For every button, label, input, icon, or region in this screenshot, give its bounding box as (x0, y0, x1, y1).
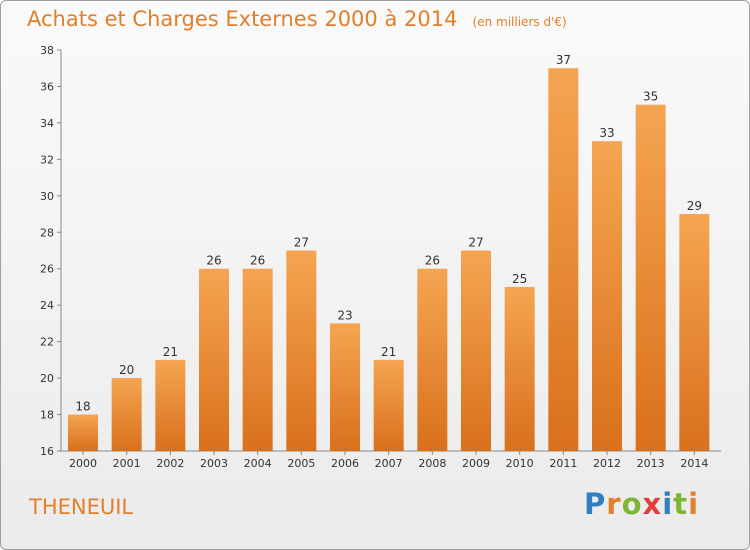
bar-2009 (461, 250, 491, 451)
y-tick-label: 16 (40, 445, 54, 458)
y-tick-label: 24 (40, 299, 54, 312)
y-tick-label: 38 (40, 44, 54, 57)
x-tick-label: 2007 (375, 457, 403, 470)
x-tick-label: 2000 (69, 457, 97, 470)
y-tick-label: 18 (40, 409, 54, 422)
bar-2008 (417, 268, 448, 451)
y-tick-label: 28 (40, 226, 54, 239)
bar-value-label: 26 (425, 254, 440, 268)
x-tick-label: 2009 (462, 457, 490, 470)
logo-letter: o (621, 487, 643, 521)
y-tick-label: 36 (40, 80, 54, 93)
x-tick-label: 2004 (244, 457, 272, 470)
y-tick-label: 34 (40, 117, 54, 130)
y-tick-label: 32 (40, 153, 54, 166)
y-tick-label: 30 (40, 190, 54, 203)
bar-value-label: 26 (250, 254, 265, 268)
x-tick-label: 2010 (506, 457, 534, 470)
x-tick-label: 2003 (200, 457, 228, 470)
y-tick-label: 22 (40, 336, 54, 349)
logo-letter: t (673, 487, 689, 521)
bar-2006 (330, 323, 360, 451)
bar-value-label: 21 (381, 345, 396, 359)
bar-2005 (286, 250, 317, 451)
bar-2003 (199, 268, 229, 451)
bar-2001 (111, 378, 142, 451)
logo-letter: P (584, 487, 607, 521)
axes: 16 18 20 22 24 26 28 30 32 34 36 38 2000 2001 2002 2003… (40, 44, 721, 470)
chart-unit: (en milliers d'€) (472, 15, 567, 29)
logo-letter: r (606, 487, 622, 521)
bar-value-label: 33 (599, 126, 614, 140)
bar-value-label: 21 (163, 345, 178, 359)
proxiti-logo[interactable]: Proxiti (584, 487, 699, 521)
x-tick-label: 2002 (156, 457, 184, 470)
chart-title: Achats et Charges Externes 2000 à 2014 (27, 7, 458, 31)
bar-value-label: 37 (556, 53, 571, 67)
x-tick-label: 2011 (549, 457, 577, 470)
y-tick-label: 20 (40, 372, 54, 385)
bar-2014 (679, 214, 710, 451)
logo-letter: i (662, 487, 674, 521)
bar-value-label: 18 (75, 400, 90, 414)
x-tick-label: 2013 (637, 457, 665, 470)
logo-letter: x (642, 487, 663, 521)
x-tick-label: 2005 (287, 457, 315, 470)
x-tick-label: 2006 (331, 457, 359, 470)
x-tick-label: 2008 (418, 457, 446, 470)
bar-2002 (155, 359, 186, 451)
bar-2000 (68, 414, 98, 451)
bar-value-label: 29 (687, 199, 702, 213)
bar-value-label: 20 (119, 363, 134, 377)
bar-2007 (373, 359, 404, 451)
bar-2012 (592, 141, 622, 452)
bar-2004 (242, 268, 273, 451)
x-tick-label: 2001 (113, 457, 141, 470)
bar-value-label: 26 (206, 254, 221, 268)
logo-letter: i (688, 487, 700, 521)
bar-value-label: 23 (337, 308, 352, 322)
bar-value-label: 27 (468, 236, 483, 250)
bar-value-label: 35 (643, 90, 658, 104)
place-name: THENEUIL (29, 495, 134, 519)
bar-2010 (504, 286, 535, 451)
x-tick-label: 2014 (680, 457, 708, 470)
bar-value-label: 27 (294, 236, 309, 250)
bar-2011 (548, 68, 579, 452)
x-tick-label: 2012 (593, 457, 621, 470)
bar-value-label: 25 (512, 272, 527, 286)
chart-header: Achats et Charges Externes 2000 à 2014 (… (27, 7, 567, 31)
bars: 18 20 21 26 26 27 23 21 26 27 25 37 33 35 29 (68, 53, 710, 452)
y-tick-label: 26 (40, 263, 54, 276)
bar-2013 (635, 104, 666, 451)
